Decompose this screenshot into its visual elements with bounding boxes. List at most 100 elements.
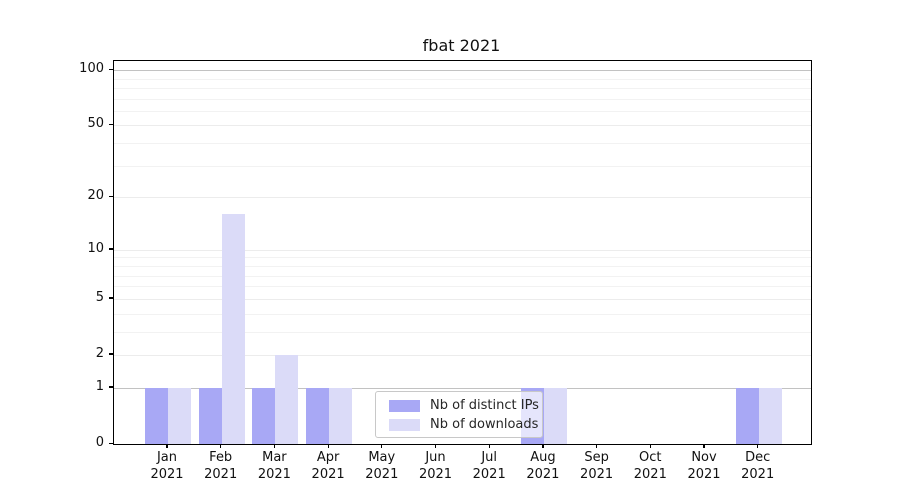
gridline-major bbox=[114, 354, 811, 356]
legend-label-downloads: Nb of downloads bbox=[430, 417, 539, 432]
x-tick-year: 2021 bbox=[204, 467, 238, 482]
x-tick-year: 2021 bbox=[365, 467, 399, 482]
x-tick-month: May bbox=[368, 450, 396, 465]
y-tick-mark bbox=[109, 68, 113, 70]
gridline-minor bbox=[114, 110, 811, 112]
x-tick-mark bbox=[542, 444, 544, 448]
bar-downloads bbox=[221, 214, 245, 444]
x-tick-year: 2021 bbox=[741, 467, 775, 482]
bar-distinct-ips bbox=[252, 387, 276, 444]
x-tick-month: Aug bbox=[530, 450, 556, 465]
bar-distinct-ips bbox=[735, 387, 759, 444]
x-tick-mark bbox=[488, 444, 490, 448]
y-tick-mark bbox=[109, 248, 113, 250]
gridline-major bbox=[114, 125, 811, 127]
x-tick-year: 2021 bbox=[526, 467, 560, 482]
x-axis-tick-label: Aug 2021 bbox=[513, 449, 573, 483]
x-tick-mark bbox=[757, 444, 759, 448]
gridline-minor bbox=[114, 331, 811, 333]
y-axis-tick-label: 100 bbox=[79, 61, 104, 77]
x-tick-month: Apr bbox=[316, 450, 340, 465]
x-tick-month: Jun bbox=[425, 450, 446, 465]
gridline-major bbox=[114, 387, 811, 389]
legend-item-downloads: Nb of downloads bbox=[376, 416, 542, 433]
x-axis-tick-label: Oct 2021 bbox=[620, 449, 680, 483]
x-tick-month: Sep bbox=[584, 450, 609, 465]
gridline-major bbox=[114, 70, 811, 72]
bar-distinct-ips bbox=[306, 387, 330, 444]
gridline-major bbox=[114, 197, 811, 199]
x-tick-mark bbox=[273, 444, 276, 448]
x-tick-mark bbox=[649, 444, 651, 448]
x-tick-month: Dec bbox=[745, 450, 771, 465]
x-tick-mark bbox=[596, 444, 598, 448]
x-tick-year: 2021 bbox=[150, 467, 184, 482]
y-axis-tick-label: 10 bbox=[87, 240, 104, 256]
gridline-major bbox=[114, 298, 811, 300]
x-axis-tick-label: Jul 2021 bbox=[459, 449, 519, 483]
legend-swatch-downloads bbox=[389, 418, 420, 431]
x-tick-mark bbox=[381, 444, 383, 448]
x-tick-month: Jan bbox=[156, 450, 178, 465]
x-axis-tick-label: May 2021 bbox=[352, 449, 412, 483]
y-axis-tick-label: 0 bbox=[95, 435, 104, 450]
y-axis-tick-label: 20 bbox=[87, 188, 104, 204]
plot-area bbox=[113, 60, 812, 445]
x-tick-year: 2021 bbox=[633, 467, 667, 482]
x-tick-mark bbox=[434, 444, 437, 448]
x-axis-tick-label: Nov 2021 bbox=[674, 449, 734, 483]
x-axis-tick-label: Mar 2021 bbox=[244, 449, 304, 483]
y-tick-mark bbox=[109, 195, 113, 198]
legend-label-distinct-ips: Nb of distinct IPs bbox=[430, 398, 539, 413]
x-tick-year: 2021 bbox=[257, 467, 291, 482]
gridline-minor bbox=[114, 165, 811, 167]
chart-title: fbat 2021 bbox=[422, 36, 501, 55]
x-tick-month: Oct bbox=[639, 450, 662, 465]
x-axis-tick-label: Jan 2021 bbox=[137, 449, 197, 483]
x-tick-year: 2021 bbox=[472, 467, 506, 482]
y-axis-tick-label: 1 bbox=[95, 378, 104, 394]
x-tick-mark bbox=[220, 444, 222, 448]
gridline-minor bbox=[114, 265, 811, 267]
x-axis-tick-label: Apr 2021 bbox=[298, 449, 358, 483]
x-axis-tick-label: Jun 2021 bbox=[406, 449, 466, 483]
y-tick-mark bbox=[109, 123, 113, 126]
gridline-minor bbox=[114, 143, 811, 145]
bar-distinct-ips bbox=[145, 387, 168, 444]
gridline-minor bbox=[114, 313, 811, 315]
y-tick-mark bbox=[109, 297, 113, 299]
x-axis-tick-label: Feb 2021 bbox=[191, 449, 251, 483]
x-tick-month: Nov bbox=[691, 450, 717, 465]
x-tick-year: 2021 bbox=[687, 467, 721, 482]
y-tick-mark bbox=[109, 386, 113, 388]
legend-swatch-distinct-ips bbox=[389, 399, 420, 412]
x-axis-tick-label: Dec 2021 bbox=[728, 449, 788, 483]
x-tick-mark bbox=[327, 444, 329, 448]
y-axis-tick-label: 50 bbox=[87, 116, 104, 132]
gridline-minor bbox=[114, 87, 811, 89]
x-tick-month: Feb bbox=[209, 450, 233, 465]
x-tick-year: 2021 bbox=[580, 467, 614, 482]
bar-downloads bbox=[758, 387, 782, 444]
x-tick-month: Mar bbox=[262, 450, 287, 465]
y-axis-tick-label: 2 bbox=[95, 345, 104, 361]
y-axis-tick-label: 5 bbox=[95, 289, 104, 305]
gridline-minor bbox=[114, 275, 811, 277]
bar-downloads bbox=[329, 387, 353, 444]
x-tick-year: 2021 bbox=[418, 467, 453, 482]
gridline-minor bbox=[114, 98, 811, 100]
bar-downloads bbox=[168, 387, 191, 444]
x-tick-year: 2021 bbox=[311, 467, 345, 482]
x-tick-mark bbox=[703, 444, 705, 448]
bar-distinct-ips bbox=[198, 387, 222, 444]
y-tick-mark bbox=[109, 353, 113, 355]
bar-downloads bbox=[543, 387, 567, 444]
legend-item-distinct-ips: Nb of distinct IPs bbox=[376, 397, 542, 414]
y-tick-mark bbox=[109, 442, 113, 444]
gridline-minor bbox=[114, 78, 811, 80]
gridline-minor bbox=[114, 257, 811, 259]
bar-downloads bbox=[275, 354, 299, 444]
x-axis-tick-label: Sep 2021 bbox=[567, 449, 627, 483]
gridline-minor bbox=[114, 286, 811, 288]
